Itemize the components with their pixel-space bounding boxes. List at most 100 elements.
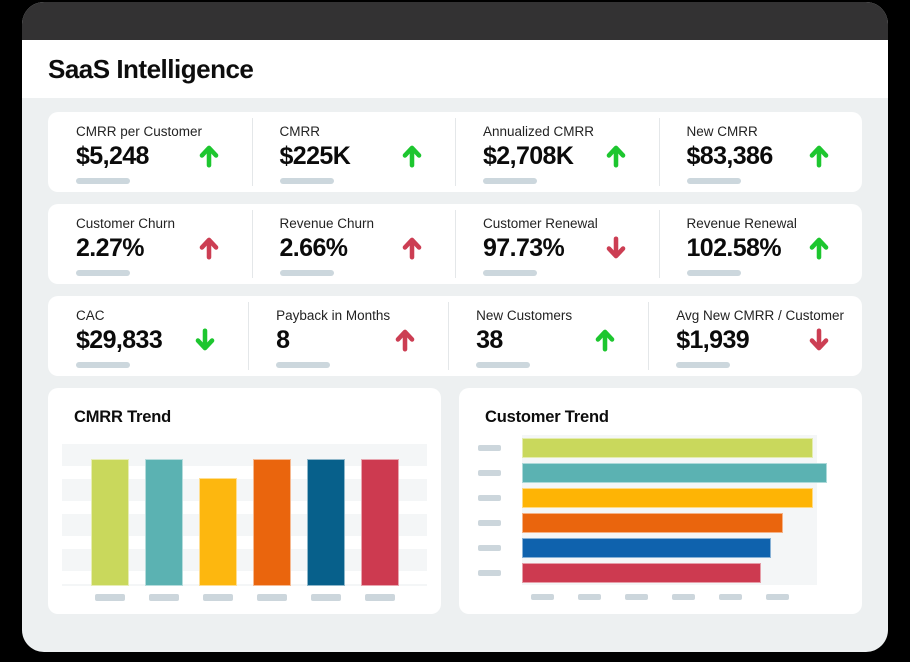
trend-up-arrow-icon [199, 145, 218, 168]
y-tick-label-placeholder [478, 544, 501, 551]
charts-row: CMRR Trend Customer Trend [48, 388, 862, 614]
kpi-sparkline-placeholder [76, 270, 130, 276]
customer-trend-title: Customer Trend [485, 408, 609, 426]
kpi-tile-avg-new-cmrr-customer[interactable]: Avg New CMRR / Customer $1,939 [648, 296, 862, 376]
cmrr-trend-chart [62, 444, 427, 601]
kpi-label: Customer Churn [76, 216, 176, 231]
x-tick-slot [145, 594, 183, 601]
kpi-value: 102.58% [686, 233, 782, 262]
cmrr-trend-plot-area [62, 444, 427, 586]
dashboard-body: CMRR per Customer $5,248 CMRR $225K Annualiz… [22, 98, 888, 652]
kpi-label: CAC [76, 308, 105, 323]
customer-trend-row-5 [473, 535, 848, 560]
kpi-value-row: 8 [276, 325, 430, 355]
kpi-sparkline-placeholder [483, 270, 537, 276]
app-window: SaaS Intelligence CMRR per Customer $5,24… [22, 2, 888, 652]
kpi-value-row: 2.66% [280, 233, 438, 263]
trend-up-arrow-icon [402, 145, 422, 168]
kpi-value: $225K [279, 141, 351, 170]
kpi-tile-new-cmrr[interactable]: New CMRR $83,386 [658, 112, 863, 192]
kpi-tile-customer-churn[interactable]: Customer Churn 2.27% [48, 204, 252, 284]
kpi-label: New Customers [476, 308, 573, 323]
customer-trend-chart-card: Customer Trend [459, 388, 862, 614]
x-tick-label-placeholder [256, 594, 287, 601]
kpi-tile-cmrr[interactable]: CMRR $225K [251, 112, 456, 192]
bar-track [522, 512, 817, 533]
kpi-sparkline-placeholder [279, 270, 334, 276]
cmrr-trend-bar-1[interactable] [90, 459, 129, 586]
trend-up-arrow-icon [395, 329, 415, 352]
kpi-card-row-1: CMRR per Customer $5,248 CMRR $225K Annualiz… [48, 112, 862, 192]
customer-trend-bar-6[interactable] [522, 562, 761, 583]
x-tick-label-placeholder [672, 594, 695, 600]
bar-track [522, 462, 828, 483]
kpi-label: New CMRR [686, 124, 758, 139]
cmrr-trend-bar-6[interactable] [360, 459, 399, 586]
x-tick-slot [253, 594, 291, 601]
cmrr-trend-bar-4[interactable] [252, 459, 291, 586]
kpi-label: CMRR [279, 124, 321, 139]
kpi-value-row: $2,708K [483, 141, 641, 171]
kpi-label: Avg New CMRR / Customer [676, 308, 844, 323]
kpi-label: Revenue Renewal [686, 216, 797, 231]
kpi-tile-payback-in-months[interactable]: Payback in Months 8 [248, 296, 448, 376]
page-title: SaaS Intelligence [48, 53, 254, 84]
x-tick-label-placeholder [364, 594, 395, 601]
cmrr-trend-bar-2[interactable] [144, 459, 183, 586]
kpi-card-row-3: CAC $29,833 Payback in Months 8 New Customer… [48, 296, 862, 376]
y-tick-label-placeholder [478, 444, 501, 451]
customer-trend-row-3 [473, 485, 848, 510]
bar-track [522, 437, 817, 458]
x-tick-label-placeholder [719, 594, 742, 600]
cmrr-trend-bar-5[interactable] [306, 459, 345, 586]
window-chrome-bar [22, 2, 888, 40]
x-tick-slot [91, 594, 129, 601]
x-tick-slot [361, 594, 399, 601]
customer-trend-bar-5[interactable] [522, 537, 771, 558]
kpi-value-row: $83,386 [687, 141, 845, 171]
kpi-sparkline-placeholder [476, 362, 531, 368]
customer-trend-row-4 [473, 510, 848, 535]
cmrr-trend-title: CMRR Trend [74, 408, 172, 426]
customer-trend-bar-2[interactable] [522, 462, 828, 483]
kpi-value-row: 102.58% [687, 233, 845, 263]
kpi-tile-new-customers[interactable]: New Customers 38 [448, 296, 648, 376]
kpi-sparkline-placeholder [76, 178, 130, 184]
customer-trend-rows [473, 435, 848, 585]
kpi-value-row: 97.73% [483, 233, 641, 263]
kpi-value-row: 2.27% [76, 233, 234, 263]
x-tick-label-placeholder [148, 594, 179, 601]
x-tick-label-placeholder [766, 594, 789, 600]
kpi-tile-cac[interactable]: CAC $29,833 [48, 296, 248, 376]
kpi-label: Payback in Months [276, 308, 391, 323]
kpi-value: 2.27% [76, 233, 144, 262]
kpi-tile-cmrr-per-customer[interactable]: CMRR per Customer $5,248 [48, 112, 252, 192]
kpi-label: CMRR per Customer [76, 124, 203, 139]
cmrr-trend-x-axis [62, 594, 427, 601]
kpi-value-row: $5,248 [76, 141, 234, 171]
customer-trend-bar-1[interactable] [522, 437, 813, 458]
kpi-sparkline-placeholder [483, 178, 537, 184]
x-tick-label-placeholder [625, 594, 648, 600]
kpi-tile-revenue-churn[interactable]: Revenue Churn 2.66% [251, 204, 456, 284]
kpi-label: Customer Renewal [483, 216, 598, 231]
y-tick-label-placeholder [478, 494, 501, 501]
customer-trend-bar-4[interactable] [522, 512, 784, 533]
kpi-tile-annualized-cmrr[interactable]: Annualized CMRR $2,708K [455, 112, 659, 192]
customer-trend-row-6 [473, 560, 848, 585]
kpi-tile-revenue-renewal[interactable]: Revenue Renewal 102.58% [658, 204, 863, 284]
trend-up-arrow-icon [402, 237, 422, 260]
bar-track [522, 562, 817, 583]
x-tick-slot [199, 594, 237, 601]
kpi-value: 8 [276, 325, 290, 354]
kpi-value: 2.66% [279, 233, 348, 262]
kpi-tile-customer-renewal[interactable]: Customer Renewal 97.73% [455, 204, 659, 284]
customer-trend-bar-3[interactable] [522, 487, 813, 508]
bar-track [522, 537, 817, 558]
customer-trend-chart [473, 435, 848, 600]
kpi-sparkline-placeholder [686, 270, 741, 276]
customer-trend-row-1 [473, 435, 848, 460]
cmrr-trend-bar-3[interactable] [198, 478, 237, 586]
kpi-value-row: 38 [476, 325, 630, 355]
kpi-value-row: $1,939 [676, 325, 844, 355]
